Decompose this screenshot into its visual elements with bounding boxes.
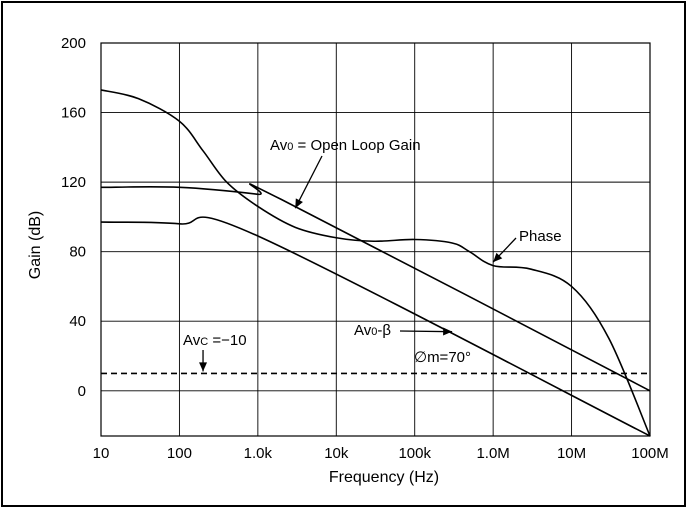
annotation-open-loop-gain: Av0 = Open Loop Gain	[270, 137, 421, 154]
y-tick-label: 120	[61, 174, 86, 191]
x-axis-label: Frequency (Hz)	[329, 469, 439, 486]
x-tick-label: 100k	[398, 445, 431, 462]
x-tick-label: 10k	[324, 445, 349, 462]
y-tick-label: 200	[61, 35, 86, 52]
x-tick-label: 10M	[557, 445, 586, 462]
x-tick-label: 1.0M	[476, 445, 509, 462]
y-tick-label: 80	[69, 244, 86, 261]
annotation-arrows	[199, 155, 517, 372]
annotation-phase-margin: ∅m=70°	[414, 349, 471, 366]
annotation-phase: Phase	[519, 228, 562, 245]
grid	[100, 42, 651, 437]
arrow-open-loop-shaft	[294, 155, 323, 209]
series-line-1	[100, 216, 651, 437]
y-tick-labels: 0 40 80 120 160 200	[61, 35, 86, 400]
annotation-avo-beta: Av0-β	[354, 322, 391, 339]
y-tick-label: 0	[78, 383, 86, 400]
y-tick-label: 40	[69, 313, 86, 330]
x-tick-label: 100	[167, 445, 192, 462]
arrow-avo-beta-head	[443, 327, 453, 336]
arrow-avc-head	[199, 362, 208, 372]
plot-area-border	[100, 42, 651, 437]
series-line-0	[100, 183, 651, 392]
y-tick-label: 160	[61, 105, 86, 122]
series-lines	[100, 89, 651, 437]
arrow-phase-head	[493, 252, 503, 263]
y-axis-label: Gain (dB)	[27, 211, 44, 279]
arrow-open-loop-head	[295, 198, 303, 209]
annotation-avc: AvC =−10	[183, 332, 247, 349]
x-tick-label: 1.0k	[244, 445, 273, 462]
x-tick-labels: 10 100 1.0k 10k 100k 1.0M 10M 100M	[93, 445, 669, 462]
series-line-2	[100, 89, 651, 437]
x-tick-label: 100M	[631, 445, 669, 462]
x-tick-label: 10	[93, 445, 110, 462]
